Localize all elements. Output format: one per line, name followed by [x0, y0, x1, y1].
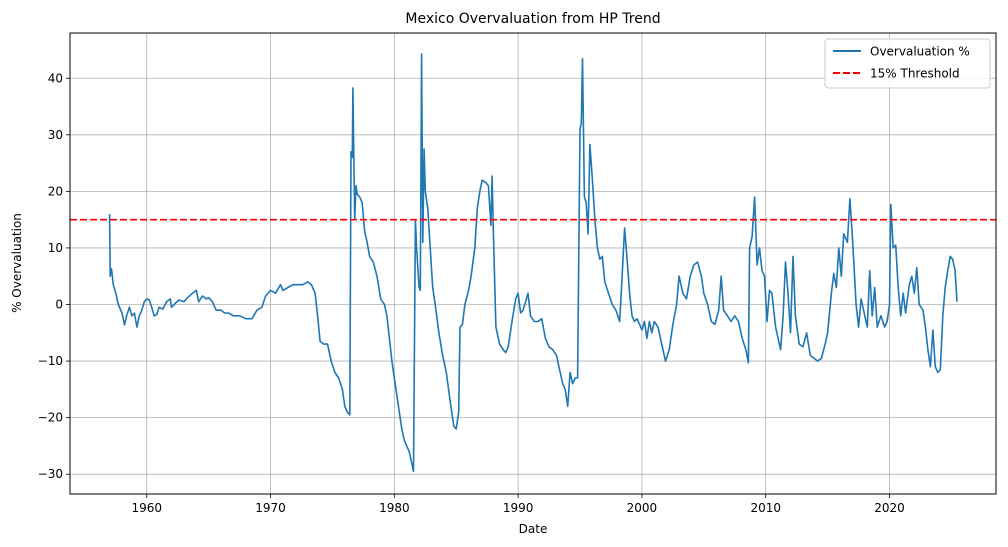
legend: Overvaluation % 15% Threshold	[824, 38, 991, 89]
y-tick-label: 0	[55, 298, 63, 312]
legend-label-threshold: 15% Threshold	[870, 67, 960, 81]
y-tick-label: −10	[38, 354, 63, 368]
y-tick-label: −30	[38, 467, 63, 481]
y-tick-label: 30	[48, 128, 63, 142]
legend-box	[824, 38, 991, 89]
y-tick-label: 40	[48, 71, 63, 85]
plot-data	[70, 53, 996, 473]
x-tick-label: 2000	[627, 501, 658, 515]
overvaluation-series-line	[108, 53, 958, 473]
x-tick-label: 1970	[255, 501, 286, 515]
legend-label-overvaluation: Overvaluation %	[870, 45, 970, 59]
x-axis-title: Date	[519, 522, 548, 536]
y-tick-label: −20	[38, 411, 63, 425]
plot-frame	[69, 32, 997, 495]
x-tick-label: 2010	[750, 501, 781, 515]
x-tick-label: 2020	[874, 501, 905, 515]
x-tick-label: 1990	[503, 501, 534, 515]
axis-ticks: 1960 1970 1980 1990 2000 2010 2020 −30 −20 −10 0 10…	[38, 71, 905, 515]
x-tick-label: 1960	[131, 501, 162, 515]
y-tick-label: 20	[48, 184, 63, 198]
y-tick-label: 10	[48, 241, 63, 255]
grid-lines	[70, 33, 996, 494]
chart-title: Mexico Overvaluation from HP Trend	[405, 11, 660, 27]
x-tick-label: 1980	[379, 501, 410, 515]
y-axis-title: % Overvaluation	[10, 213, 24, 313]
